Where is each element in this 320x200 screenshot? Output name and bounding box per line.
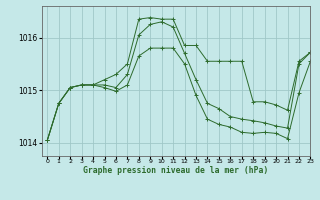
X-axis label: Graphe pression niveau de la mer (hPa): Graphe pression niveau de la mer (hPa) <box>84 166 268 175</box>
